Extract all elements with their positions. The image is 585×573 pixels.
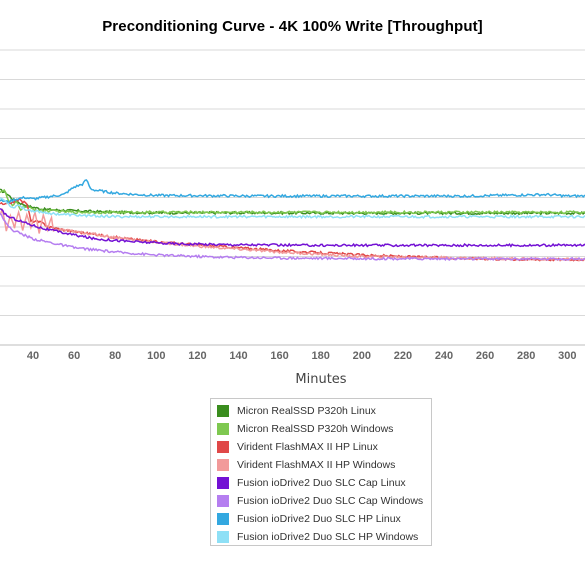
x-tick-label: 180 <box>312 350 330 362</box>
x-tick-label: 60 <box>68 350 80 362</box>
legend-label: Micron RealSSD P320h Windows <box>237 423 394 435</box>
legend: Micron RealSSD P320h Linux Micron RealSSD… <box>210 398 432 546</box>
legend-swatch <box>217 405 229 417</box>
x-tick-label: 240 <box>435 350 453 362</box>
legend-label: Fusion ioDrive2 Duo SLC Cap Linux <box>237 477 406 489</box>
x-tick-label: 140 <box>229 350 247 362</box>
x-tick-label: 100 <box>147 350 165 362</box>
legend-label: Fusion ioDrive2 Duo SLC HP Linux <box>237 513 401 525</box>
series-line <box>0 188 585 215</box>
legend-label: Virident FlashMAX II HP Linux <box>237 441 378 453</box>
legend-swatch <box>217 459 229 471</box>
legend-label: Micron RealSSD P320h Linux <box>237 405 376 417</box>
x-tick-label: 80 <box>109 350 121 362</box>
legend-swatch <box>217 495 229 507</box>
x-tick-label: 200 <box>353 350 371 362</box>
x-tick-label: 220 <box>394 350 412 362</box>
x-tick-label: 300 <box>558 350 576 362</box>
legend-label: Virident FlashMAX II HP Windows <box>237 459 396 471</box>
legend-item: Virident FlashMAX II HP Windows <box>217 456 431 474</box>
legend-swatch <box>217 441 229 453</box>
legend-label: Fusion ioDrive2 Duo SLC HP Windows <box>237 531 419 543</box>
legend-swatch <box>217 531 229 543</box>
x-tick-label: 40 <box>27 350 39 362</box>
legend-item: Micron RealSSD P320h Windows <box>217 420 431 438</box>
series-line <box>0 196 585 220</box>
series-line <box>0 207 585 248</box>
x-tick-label: 260 <box>476 350 494 362</box>
series-line <box>0 197 585 262</box>
x-tick-label: 120 <box>188 350 206 362</box>
legend-swatch <box>217 513 229 525</box>
series-line <box>0 179 585 204</box>
x-tick-label: 160 <box>270 350 288 362</box>
legend-swatch <box>217 423 229 435</box>
legend-item: Fusion ioDrive2 Duo SLC HP Linux <box>217 510 431 528</box>
x-tick-label: 280 <box>517 350 535 362</box>
legend-item: Fusion ioDrive2 Duo SLC HP Windows <box>217 528 431 546</box>
legend-item: Virident FlashMAX II HP Linux <box>217 438 431 456</box>
legend-item: Fusion ioDrive2 Duo SLC Cap Windows <box>217 492 431 510</box>
series-line <box>0 212 585 261</box>
x-axis-label: Minutes <box>295 372 346 387</box>
chart-title: Preconditioning Curve - 4K 100% Write [T… <box>102 18 483 35</box>
legend-item: Fusion ioDrive2 Duo SLC Cap Linux <box>217 474 431 492</box>
legend-item: Micron RealSSD P320h Linux <box>217 402 431 420</box>
legend-swatch <box>217 477 229 489</box>
legend-label: Fusion ioDrive2 Duo SLC Cap Windows <box>237 495 424 507</box>
